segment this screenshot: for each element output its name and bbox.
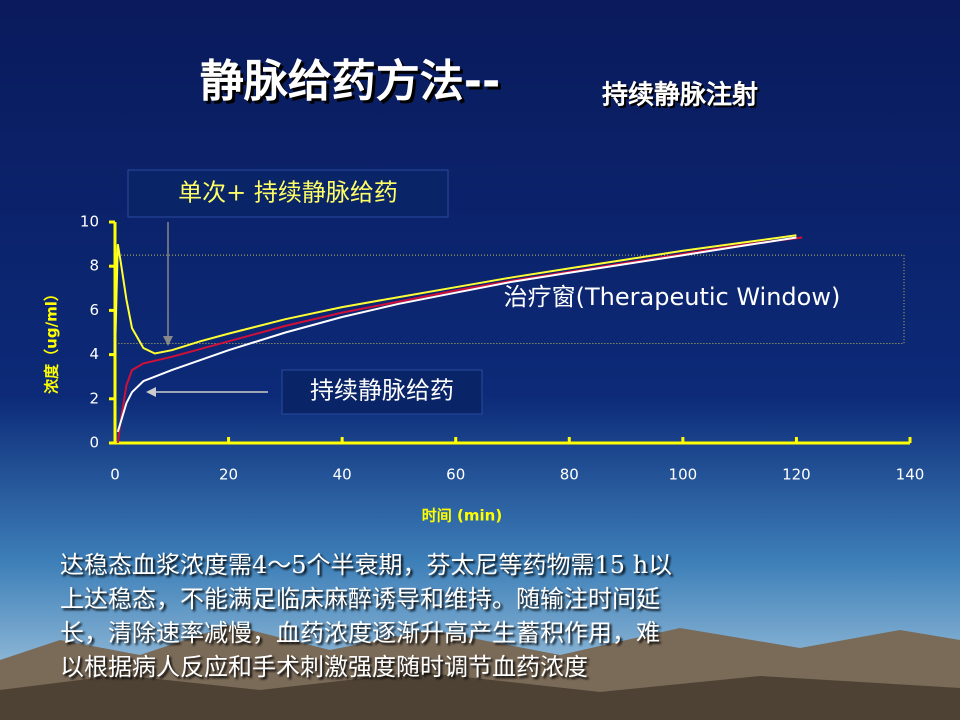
series-line	[116, 236, 803, 444]
mountains-front	[0, 672, 960, 720]
annotation: 持续静脉给药	[310, 377, 454, 405]
chart-title: 静脉给药方法--	[200, 56, 501, 107]
body-line: 上达稳态，不能满足临床麻醉诱导和维持。随输注时间延	[60, 585, 660, 613]
arrow-head	[163, 336, 173, 346]
title-group: 静脉给药方法-- 静脉给药方法-- 持续静脉注射 持续静脉注射	[200, 56, 760, 113]
y-tick-label: 4	[89, 345, 99, 363]
x-tick-label: 120	[782, 466, 811, 484]
series-line	[114, 234, 797, 355]
annotation: 单次+ 持续静脉给药	[178, 179, 398, 207]
x-tick-label: 80	[560, 466, 579, 484]
body-line: 长，清除速率减慢，血药浓度逐渐升高产生蓄积作用，难	[60, 619, 660, 647]
arrow-head	[146, 387, 156, 397]
x-tick-label: 20	[219, 466, 238, 484]
annotation-box	[127, 169, 449, 218]
body-line: 达稳态血浆浓度需4～5个半衰期，芬太尼等药物需15 h以	[60, 551, 673, 579]
y-tick-label: 0	[89, 434, 99, 452]
series-line	[116, 236, 797, 433]
title-shadow: 静脉给药方法--	[203, 59, 504, 110]
y-tick-label: 10	[80, 213, 99, 231]
y-tick-label: 8	[89, 257, 99, 275]
chart-subtitle: 持续静脉注射	[602, 80, 758, 111]
body-line: 以根据病人反应和手术刺激强度随时调节血药浓度	[60, 653, 588, 681]
subtitle-shadow: 持续静脉注射	[604, 82, 760, 113]
x-tick-label: 100	[669, 466, 698, 484]
annotation-box	[281, 369, 483, 415]
y-tick-label: 6	[89, 301, 99, 319]
x-tick-label: 0	[110, 466, 120, 484]
x-tick-label: 140	[896, 466, 925, 484]
y-tick-label: 2	[89, 389, 99, 407]
x-tick-label: 60	[446, 466, 465, 484]
body-text: 达稳态血浆浓度需4～5个半衰期，芬太尼等药物需15 h以 上达稳态，不能满足临床麻…	[60, 548, 880, 684]
x-axis-label: 时间 (min)	[422, 507, 502, 525]
x-tick-label: 40	[333, 466, 352, 484]
y-axis-label: 浓度（ug/ml）	[43, 286, 61, 394]
window-label: 治疗窗(Therapeutic Window)	[504, 283, 841, 311]
